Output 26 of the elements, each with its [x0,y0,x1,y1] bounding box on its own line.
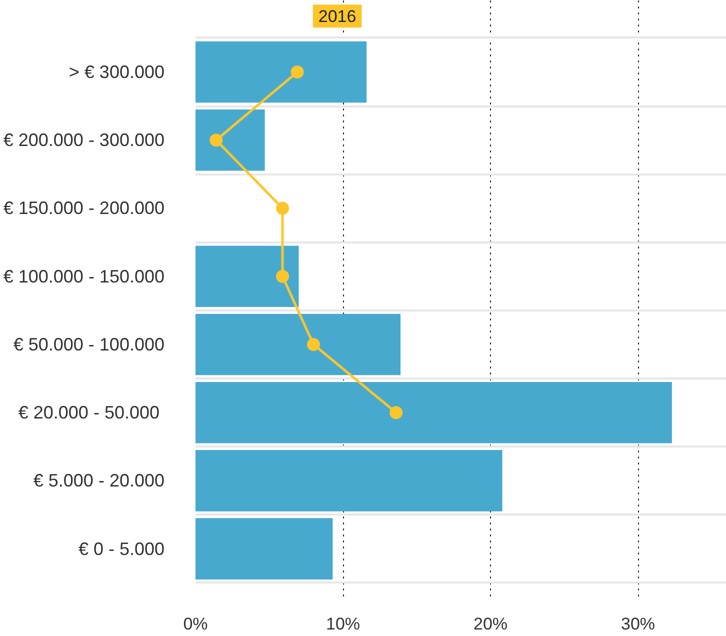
point [276,270,290,283]
bar [196,450,502,512]
x-tick-label: 10% [326,614,360,634]
x-tick-label: 30% [620,614,656,634]
point [307,338,320,351]
text: 2016 [318,7,356,26]
point [290,66,304,79]
y-tick-label: € 50.000 - 100.000 [13,334,165,354]
bar [196,246,299,308]
y-tick-label: € 5.000 - 20.000 [33,470,165,491]
x-tick-label: 0% [183,614,208,634]
bar [196,314,401,376]
bar [196,518,333,580]
y-tick-label: € 0 - 5.000 [78,538,164,559]
x-tick-label: 20% [473,614,508,634]
point [276,202,290,215]
y-tick-label: € 200.000 - 300.000 [3,130,164,150]
bar [196,382,672,444]
y-tick-label: € 20.000 - 50.000 [18,402,160,423]
y-tick-label: € 150.000 - 200.000 [3,198,164,218]
point [390,406,403,420]
y-tick-label: € 100.000 - 150.000 [3,266,164,286]
point [210,134,223,147]
bar [196,41,367,103]
bar [196,109,265,171]
y-tick-label: > € 300.000 [68,62,165,82]
